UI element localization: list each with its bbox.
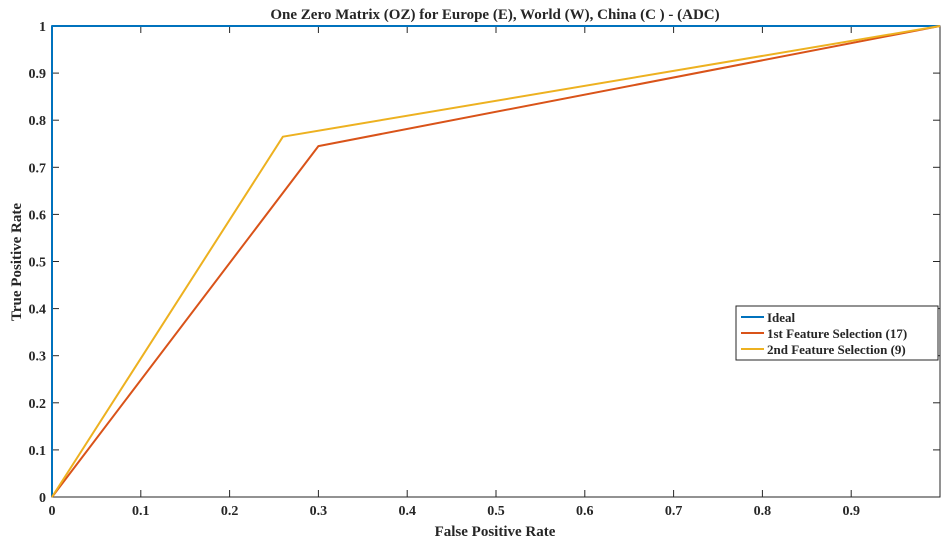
x-tick-label: 0.9: [842, 504, 860, 519]
legend-box: [735, 305, 939, 361]
y-tick-label: 0.2: [29, 397, 47, 412]
x-tick-label: 0.5: [487, 504, 505, 519]
series-line-2: [51, 25, 941, 498]
x-tick-label: 0.2: [221, 504, 239, 519]
chart-title: One Zero Matrix (OZ) for Europe (E), Wor…: [270, 7, 719, 23]
x-tick-label: 0.6: [576, 504, 594, 519]
x-tick-label: 0.8: [754, 504, 772, 519]
x-axis-ticks: 0 0.1 0.2 0.3 0.4 0.5 0.6 0.7 0.8 0.9: [49, 26, 860, 519]
y-tick-label: 1: [39, 20, 46, 35]
x-tick-label: 0.7: [665, 504, 683, 519]
x-tick-label: 0: [49, 504, 56, 519]
legend-label: Ideal: [767, 310, 796, 325]
y-tick-label: 0.9: [29, 67, 47, 82]
x-axis-label: False Positive Rate: [435, 524, 556, 540]
y-tick-label: 0.3: [29, 350, 47, 365]
y-axis-label: True Positive Rate: [9, 203, 25, 321]
y-tick-label: 0.6: [29, 208, 47, 223]
legend-label: 2nd Feature Selection (9): [767, 342, 906, 357]
x-tick-label: 0.1: [132, 504, 150, 519]
y-tick-label: 0.7: [29, 161, 47, 176]
series-line-1: [51, 25, 940, 497]
y-tick-label: 0.4: [29, 303, 47, 318]
series-layer: [51, 25, 941, 498]
x-tick-label: 0.4: [398, 504, 416, 519]
plot-area: [51, 25, 941, 498]
y-tick-label: 0.1: [29, 444, 47, 459]
series-line-3: [51, 25, 941, 498]
legend-label: 1st Feature Selection (17): [767, 326, 907, 341]
plot-frame: [51, 25, 941, 498]
x-tick-label: 0.3: [310, 504, 328, 519]
y-tick-label: 0: [39, 491, 46, 506]
y-tick-label: 0.5: [29, 256, 47, 271]
y-axis-ticks: 0 0.1 0.2 0.3 0.4 0.5 0.6 0.7 0.8 0.9 1: [29, 20, 940, 506]
y-tick-label: 0.8: [29, 114, 47, 129]
